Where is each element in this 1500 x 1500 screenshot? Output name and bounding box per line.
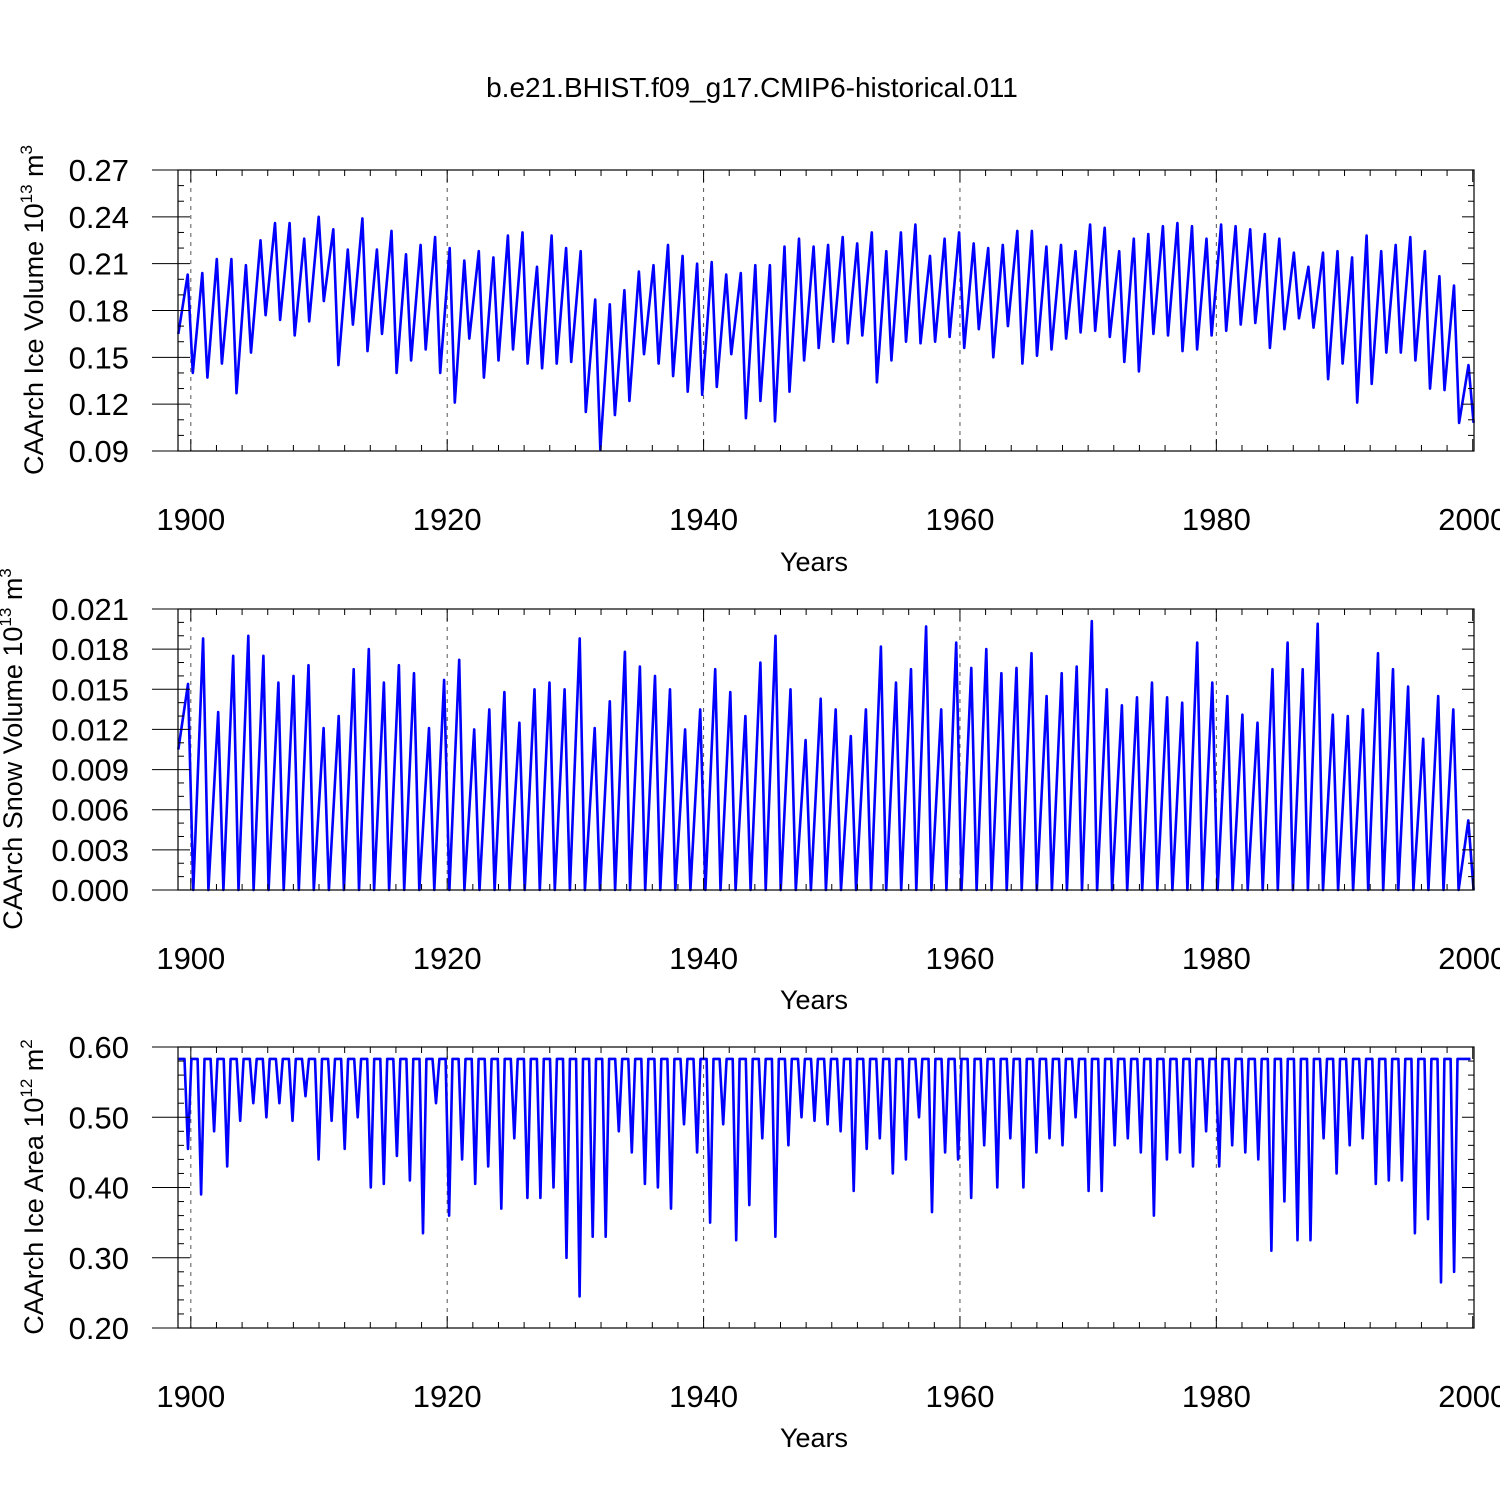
y-tick-label: 0.50 [69, 1100, 129, 1135]
series-group [178, 1057, 1471, 1298]
y-tick-label: 0.021 [51, 592, 129, 627]
grid-lines [190, 170, 1217, 451]
y-tick-label: 0.009 [51, 753, 129, 788]
panel-ice-volume: 0.09 0.12 0.15 0.18 0.21 0.24 0.27 1900 1920 194… [17, 145, 1500, 577]
y-tick-label: 0.24 [69, 200, 129, 235]
chart-title: b.e21.BHIST.f09_g17.CMIP6-historical.011 [486, 72, 1018, 103]
x-tick-label: 1980 [1182, 1379, 1251, 1414]
x-tick-label: 1980 [1182, 502, 1251, 537]
y-tick-label: 0.09 [69, 434, 129, 469]
x-tick-label: 1960 [925, 502, 994, 537]
x-tick-labels: 1900 1920 1940 1960 1980 2000 [156, 1379, 1500, 1414]
x-tick-label: 1940 [669, 1379, 738, 1414]
y-tick-label: 0.21 [69, 247, 129, 282]
x-tick-label: 1900 [156, 1379, 225, 1414]
y-tick-label: 0.60 [69, 1030, 129, 1065]
x-tick-label: 1940 [669, 502, 738, 537]
x-axis-title: Years [780, 1423, 848, 1453]
y-tick-label: 0.006 [51, 793, 129, 828]
x-tick-label: 1920 [413, 1379, 482, 1414]
y-tick-label: 0.12 [69, 387, 129, 422]
y-tick-label: 0.20 [69, 1311, 129, 1346]
plot-frame [177, 1046, 1475, 1329]
x-tick-label: 1960 [925, 941, 994, 976]
y-axis-title: CAArch Ice Volume 1013 m3 [17, 145, 49, 475]
x-tick-label: 1900 [156, 502, 225, 537]
x-axis-title: Years [780, 985, 848, 1015]
grid-lines [190, 1047, 1217, 1328]
y-tick-label: 0.27 [69, 153, 129, 188]
y-tick-labels: 0.20 0.30 0.40 0.50 0.60 [69, 1030, 129, 1346]
x-tick-label: 2000 [1438, 941, 1500, 976]
plot-frame [177, 608, 1475, 891]
series-line-ice-volume [177, 215, 1475, 451]
x-tick-label: 1920 [413, 941, 482, 976]
y-tick-label: 0.15 [69, 340, 129, 375]
y-tick-label: 0.018 [51, 632, 129, 667]
y-tick-label: 0.015 [51, 672, 129, 707]
y-tick-labels: 0.09 0.12 0.15 0.18 0.21 0.24 0.27 [69, 153, 129, 469]
y-tick-label: 0.30 [69, 1241, 129, 1276]
y-tick-label: 0.000 [51, 873, 129, 908]
plot-frame [177, 169, 1475, 452]
x-tick-label: 1980 [1182, 941, 1251, 976]
series-line-snow-volume [177, 619, 1475, 892]
axis-ticks [152, 1046, 1474, 1329]
y-tick-label: 0.18 [69, 294, 129, 329]
x-tick-label: 1920 [413, 502, 482, 537]
y-axis-title: CAArch Ice Area 1012 m2 [17, 1039, 49, 1335]
panel-ice-area: 0.20 0.30 0.40 0.50 0.60 1900 1920 1940 1960 198… [17, 1030, 1500, 1453]
y-tick-label: 0.40 [69, 1171, 129, 1206]
panel-snow-volume: 0.000 0.003 0.006 0.009 0.012 0.015 0.018 0.021… [0, 568, 1500, 1015]
series-line-ice-area [178, 1057, 1471, 1298]
x-tick-label: 1900 [156, 941, 225, 976]
x-axis-title: Years [780, 547, 848, 577]
series-group [177, 619, 1475, 892]
x-tick-labels: 1900 1920 1940 1960 1980 2000 [156, 941, 1500, 976]
axis-ticks [152, 169, 1474, 452]
y-tick-label: 0.003 [51, 833, 129, 868]
x-tick-label: 2000 [1438, 502, 1500, 537]
x-tick-label: 1940 [669, 941, 738, 976]
x-tick-label: 2000 [1438, 1379, 1500, 1414]
y-tick-label: 0.012 [51, 712, 129, 747]
y-tick-labels: 0.000 0.003 0.006 0.009 0.012 0.015 0.018 0.021 [51, 592, 129, 908]
x-tick-label: 1960 [925, 1379, 994, 1414]
x-tick-labels: 1900 1920 1940 1960 1980 2000 [156, 502, 1500, 537]
y-axis-title: CAArch Snow Volume 1013 m3 [0, 568, 28, 930]
series-group [177, 215, 1475, 451]
